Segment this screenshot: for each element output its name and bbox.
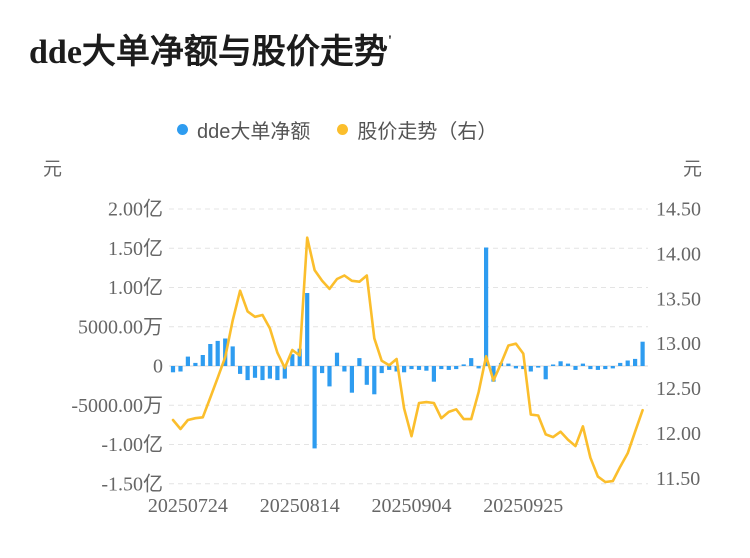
left-axis-tick-label: 5000.00万	[78, 316, 163, 338]
dde-net-bar[interactable]	[491, 366, 496, 382]
dde-net-bar[interactable]	[387, 366, 392, 370]
dde-net-bar[interactable]	[402, 366, 407, 373]
dde-net-bar[interactable]	[364, 366, 369, 385]
dde-net-bar[interactable]	[267, 366, 272, 379]
right-axis-unit: 元	[683, 159, 702, 180]
left-axis-tick-label: -5000.00万	[71, 395, 163, 417]
dde-net-bar[interactable]	[215, 340, 220, 366]
dde-net-bar[interactable]	[551, 364, 556, 367]
x-axis-date-label: 20250904	[372, 495, 452, 517]
x-axis-date-label: 20250925	[483, 495, 563, 517]
left-axis-unit: 元	[43, 159, 62, 180]
dde-net-bar[interactable]	[595, 366, 600, 370]
dde-net-bar[interactable]	[178, 366, 183, 372]
right-axis-tick-label: 11.50	[656, 468, 700, 490]
dde-net-bar[interactable]	[439, 366, 444, 370]
left-axis-tick-label: 0	[153, 356, 163, 378]
dde-net-bar[interactable]	[558, 361, 563, 366]
dde-net-bar[interactable]	[200, 355, 205, 366]
dde-net-bar[interactable]	[238, 366, 243, 374]
dde-net-bar[interactable]	[416, 366, 422, 370]
dde-net-bar[interactable]	[588, 366, 593, 370]
dde-net-bar[interactable]	[290, 354, 295, 366]
dde-net-bar[interactable]	[305, 293, 310, 366]
legend-dot-blue-icon	[177, 124, 188, 135]
dde-net-bar[interactable]	[230, 346, 235, 366]
left-axis-tick-label: 1.00亿	[108, 276, 163, 299]
legend-item-price[interactable]: 股价走势（右）	[337, 115, 497, 144]
dde-net-bar[interactable]	[610, 366, 615, 369]
dde-net-bar[interactable]	[409, 366, 414, 370]
legend-item-dde[interactable]: dde大单净额	[177, 115, 310, 144]
dde-net-bar[interactable]	[521, 366, 526, 370]
right-axis-tick-label: 12.50	[656, 378, 701, 400]
title-mark: '	[387, 33, 393, 49]
dde-net-bar[interactable]	[282, 366, 287, 379]
dde-net-bar[interactable]	[446, 366, 451, 370]
dde-net-bar[interactable]	[528, 366, 533, 372]
legend-label-price: 股价走势（右）	[357, 121, 498, 143]
dde-net-bar[interactable]	[573, 366, 578, 370]
dde-net-bar[interactable]	[334, 352, 340, 366]
dde-net-bar[interactable]	[454, 366, 459, 370]
dde-net-bar[interactable]	[640, 341, 645, 366]
left-axis-tick-label: -1.00亿	[101, 433, 163, 456]
legend-dot-yellow-icon	[337, 124, 349, 135]
left-axis-tick-label: 2.00亿	[108, 198, 163, 221]
chart-title: dde大单净额与股价走势'	[29, 33, 393, 71]
right-axis-tick-label: 14.00	[656, 243, 701, 265]
dde-net-bar[interactable]	[349, 366, 354, 393]
dde-net-bar[interactable]	[252, 366, 258, 378]
dde-net-bar[interactable]	[312, 366, 317, 449]
dde-net-bar[interactable]	[476, 366, 481, 369]
dde-net-bar[interactable]	[536, 366, 541, 368]
dde-net-bar[interactable]	[394, 366, 399, 372]
right-axis-tick-label: 13.50	[656, 288, 701, 310]
legend-label-dde: dde大单净额	[197, 121, 311, 143]
dde-net-bar[interactable]	[327, 366, 332, 387]
dde-net-bar[interactable]	[513, 366, 518, 369]
dde-net-bar[interactable]	[170, 366, 176, 373]
dde-net-bar[interactable]	[342, 366, 347, 372]
dde-net-bar[interactable]	[185, 356, 190, 366]
x-axis-date-label: 20250814	[260, 495, 340, 517]
dde-net-bar[interactable]	[424, 366, 429, 371]
dde-net-bar[interactable]	[603, 366, 608, 370]
chart-legend: dde大单净额 股价走势（右）	[177, 115, 497, 144]
dde-net-bar[interactable]	[565, 363, 571, 366]
dde-net-bar[interactable]	[506, 363, 511, 366]
dde-net-bar[interactable]	[260, 366, 265, 381]
dde-net-bar[interactable]	[245, 366, 250, 381]
dde-net-bar[interactable]	[618, 362, 623, 366]
dde-net-bar[interactable]	[484, 247, 489, 367]
left-axis-tick-label: -1.50亿	[101, 472, 163, 495]
right-axis-tick-label: 12.00	[656, 423, 701, 445]
dde-net-bar[interactable]	[633, 358, 638, 366]
price-trend-line[interactable]	[171, 236, 644, 484]
right-axis-tick-label: 14.50	[656, 199, 701, 221]
dde-net-bar[interactable]	[193, 362, 198, 366]
left-axis-tick-label: 1.50亿	[108, 237, 163, 260]
right-axis-tick-label: 13.00	[656, 333, 701, 355]
dde-net-bar[interactable]	[297, 348, 302, 366]
dde-net-bar[interactable]	[208, 344, 213, 366]
dde-net-bar[interactable]	[543, 366, 548, 380]
dde-net-bar[interactable]	[275, 366, 280, 381]
dde-net-bar[interactable]	[580, 363, 585, 366]
dde-net-bar[interactable]	[469, 358, 474, 366]
dde-net-bar[interactable]	[625, 360, 630, 367]
dde-net-bar[interactable]	[379, 366, 384, 374]
x-axis-date-label: 20250724	[148, 495, 228, 517]
dde-net-bar[interactable]	[431, 366, 436, 382]
dde-net-bar[interactable]	[461, 364, 466, 366]
dde-net-bar[interactable]	[372, 366, 377, 395]
dde-net-bar[interactable]	[320, 366, 325, 374]
dde-net-bar[interactable]	[357, 358, 362, 366]
